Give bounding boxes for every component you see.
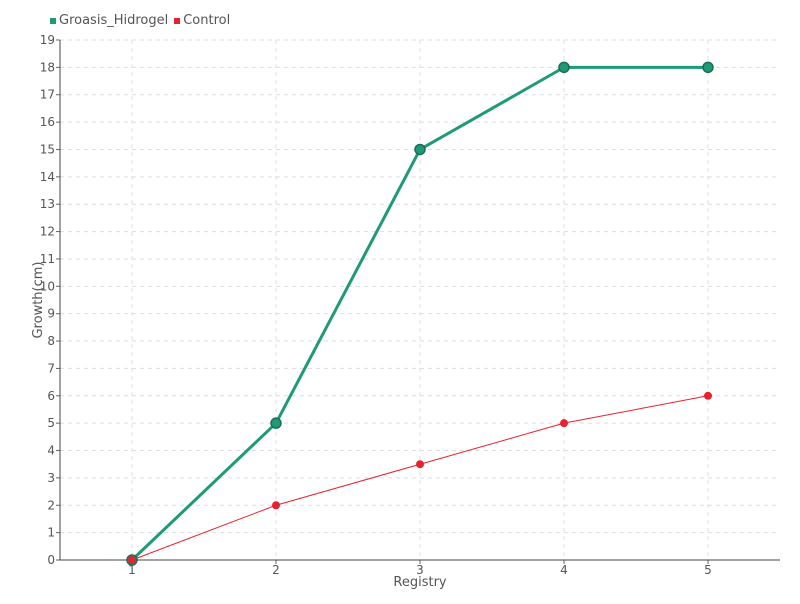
series <box>126 61 714 566</box>
y-tick-label: 16 <box>40 115 55 129</box>
x-tick-label: 5 <box>704 563 712 577</box>
x-tick-label: 3 <box>416 563 424 577</box>
legend-swatch-groasis <box>50 17 56 24</box>
legend-label-control: Control <box>183 13 231 28</box>
x-tick-label: 2 <box>272 563 280 577</box>
legend: Groasis_Hidrogel Control <box>50 13 236 28</box>
y-tick-label: 6 <box>47 389 55 403</box>
y-axis-title: Growth(cm) <box>31 261 46 338</box>
data-point-groasis-hidrogel[interactable] <box>270 417 282 429</box>
x-tick-label: 1 <box>128 563 136 577</box>
y-tick-label: 15 <box>40 142 55 156</box>
legend-item-control[interactable]: Control <box>174 13 230 28</box>
y-tick-label: 4 <box>47 444 55 458</box>
x-tick-label: 4 <box>560 563 568 577</box>
data-point-control[interactable] <box>704 391 712 400</box>
y-tick-label: 0 <box>47 553 55 567</box>
y-tick-label: 13 <box>40 197 55 211</box>
data-point-control[interactable] <box>416 460 424 469</box>
y-tick-label: 8 <box>47 334 55 348</box>
data-point-control[interactable] <box>560 419 568 428</box>
y-tick-label: 2 <box>47 498 55 512</box>
y-tick-label: 11 <box>40 252 55 266</box>
data-point-groasis-hidrogel[interactable] <box>558 61 570 74</box>
y-tick-label: 19 <box>40 33 55 47</box>
y-tick-label: 10 <box>40 279 55 293</box>
y-tick-label: 5 <box>47 416 55 430</box>
data-point-groasis-hidrogel[interactable] <box>414 143 426 156</box>
data-point-control[interactable] <box>272 501 280 510</box>
y-tick-label: 17 <box>40 88 55 102</box>
legend-label-groasis: Groasis_Hidrogel <box>59 13 169 28</box>
x-axis-title: Registry <box>393 575 447 590</box>
y-tick-label: 3 <box>47 471 55 485</box>
y-tick-label: 18 <box>40 60 55 74</box>
data-point-control[interactable] <box>128 556 136 564</box>
y-tick-label: 9 <box>47 307 55 321</box>
y-tick-label: 1 <box>47 526 55 540</box>
data-point-groasis-hidrogel[interactable] <box>702 61 714 74</box>
legend-item-groasis[interactable]: Groasis_Hidrogel <box>50 13 168 28</box>
y-tick-label: 7 <box>47 361 55 375</box>
legend-swatch-control <box>174 17 181 24</box>
grid <box>60 39 780 560</box>
y-tick-label: 12 <box>40 225 55 239</box>
y-tick-label: 14 <box>40 170 55 184</box>
